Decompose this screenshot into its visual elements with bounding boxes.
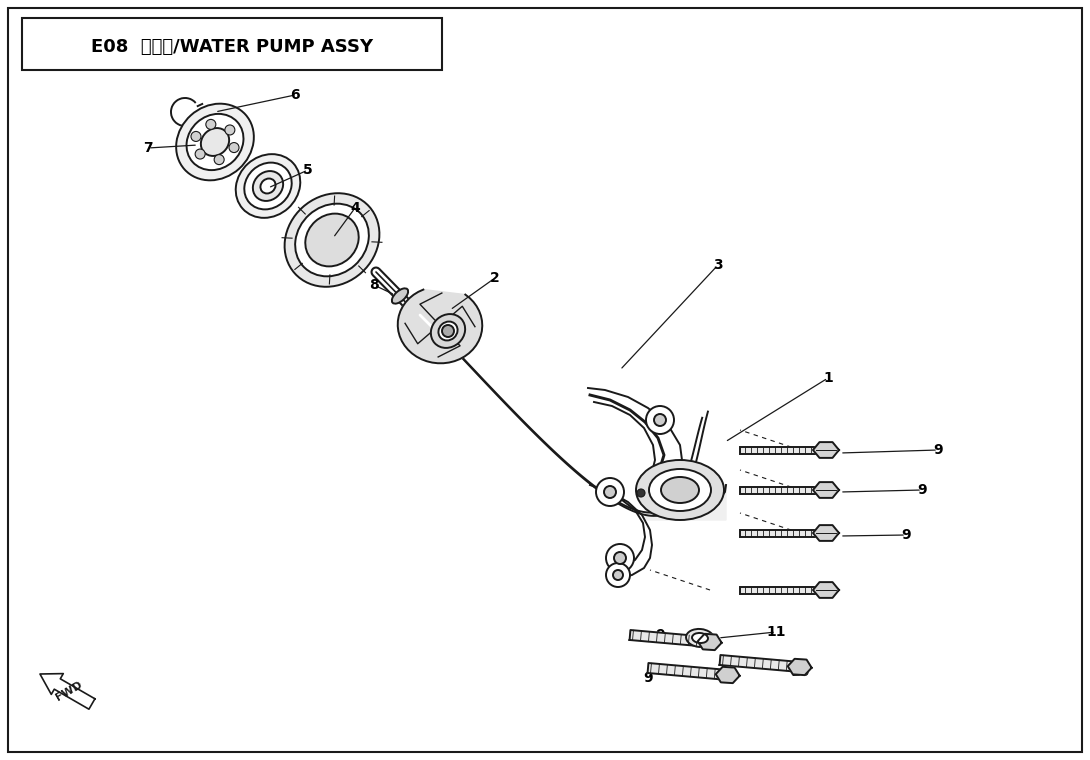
Bar [740,447,818,454]
Text: 9: 9 [655,628,665,642]
Circle shape [596,478,623,506]
Text: 8: 8 [370,278,379,292]
Text: 1: 1 [823,371,833,385]
Bar [740,487,818,494]
Ellipse shape [235,154,300,218]
Text: 5: 5 [303,163,313,177]
Bar [22,18,443,70]
Polygon shape [719,655,800,672]
Text: 10: 10 [790,665,810,679]
Polygon shape [813,525,839,541]
Polygon shape [398,290,482,363]
Circle shape [443,325,455,337]
Text: 6: 6 [290,88,300,102]
Text: 7: 7 [143,141,153,155]
Polygon shape [645,480,726,520]
Ellipse shape [686,629,714,647]
Ellipse shape [261,179,276,194]
Polygon shape [698,634,722,650]
Polygon shape [788,659,812,675]
Bar [740,530,818,537]
Text: E08  水泵组/WATER PUMP ASSY: E08 水泵组/WATER PUMP ASSY [90,38,373,56]
Text: 3: 3 [713,258,723,272]
Polygon shape [630,630,710,647]
Circle shape [604,486,616,498]
Polygon shape [813,482,839,498]
Polygon shape [813,442,839,458]
Ellipse shape [253,171,283,201]
Text: FWD: FWD [54,679,84,702]
Ellipse shape [284,193,379,287]
Ellipse shape [391,288,408,304]
Circle shape [225,125,234,135]
Circle shape [195,149,205,159]
Circle shape [646,406,674,434]
Circle shape [229,143,239,153]
Circle shape [206,119,216,129]
Text: 9: 9 [901,528,911,542]
Bar [740,587,818,594]
Circle shape [614,552,626,564]
Ellipse shape [305,214,359,267]
Polygon shape [716,667,740,683]
Text: 9: 9 [643,671,653,685]
Circle shape [191,131,201,141]
Text: 9: 9 [917,483,926,497]
Ellipse shape [177,103,254,180]
Ellipse shape [201,128,229,156]
Ellipse shape [295,204,368,277]
Ellipse shape [438,321,458,340]
Ellipse shape [649,469,711,511]
Ellipse shape [635,460,724,520]
Ellipse shape [692,633,708,643]
Ellipse shape [661,477,699,503]
Polygon shape [813,582,839,598]
Circle shape [606,544,634,572]
Circle shape [606,563,630,587]
Ellipse shape [244,163,292,210]
Text: 4: 4 [350,201,360,215]
Ellipse shape [186,114,243,170]
Circle shape [613,570,623,580]
Text: 2: 2 [490,271,500,285]
Circle shape [637,489,645,497]
Circle shape [654,414,666,426]
Polygon shape [40,673,95,709]
Ellipse shape [431,314,465,348]
Text: 9: 9 [933,443,943,457]
Text: 11: 11 [766,625,786,639]
Polygon shape [647,663,728,680]
Circle shape [214,154,225,165]
